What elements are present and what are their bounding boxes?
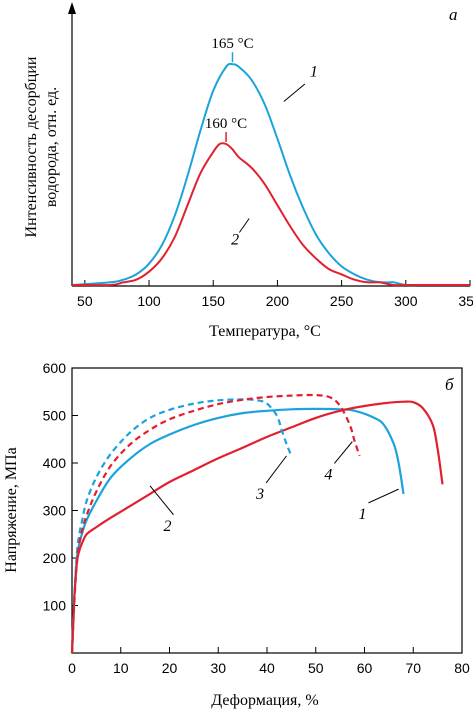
panel-b-y-tick-label: 600 xyxy=(43,360,67,376)
panel-a-x-tick-label: 200 xyxy=(266,293,290,309)
panel-b-series-label: 2 xyxy=(164,518,172,535)
panel-b-y-tick-label: 100 xyxy=(43,598,67,614)
panel-a-series-label: 1 xyxy=(310,63,318,80)
panel-b-x-tick-label: 50 xyxy=(308,660,324,676)
panel-a-x-tick-label: 50 xyxy=(77,293,93,309)
panel-a-series-line-1 xyxy=(71,62,470,287)
panel-a-series-label: 2 xyxy=(231,232,239,249)
panel-b-y-label: Напряжение, МПа xyxy=(3,447,20,572)
panel-b-x-tick-label: 20 xyxy=(162,660,178,676)
panel-b-x-tick-label: 30 xyxy=(210,660,226,676)
panel-b-x-tick-label: 10 xyxy=(113,660,129,676)
panel-a-peak-label: 165 °С xyxy=(211,36,253,52)
panel-a-y-label-line1: Интенсивность десорбции xyxy=(23,56,40,237)
panel-b-series-line-3 xyxy=(70,398,293,654)
panel-b-series-label: 1 xyxy=(359,506,367,523)
panel-b-x-tick-label: 80 xyxy=(454,660,470,676)
panel-b-x-tick-label: 60 xyxy=(357,660,373,676)
panel-b-x-tick-label: 0 xyxy=(68,660,76,676)
panel-b-series-line-2 xyxy=(70,400,444,654)
panel-b: 0 10 20 30 40 50 60 70 80 100 200 300 400 500 600 1 2 3 4… xyxy=(3,360,470,709)
panel-a-y-label-line2: водорода, отн. ед. xyxy=(43,87,60,207)
panel-a: 50 100 150 200 250 300 350 165 °С 160 °С 1 2 а Те… xyxy=(23,2,473,340)
panel-b-x-label: Деформация, % xyxy=(211,692,318,709)
panel-a-series-label-leader xyxy=(238,218,250,233)
panel-b-series-label: 3 xyxy=(255,486,264,503)
panel-a-x-tick-label: 250 xyxy=(330,293,354,309)
panel-a-label: а xyxy=(449,5,458,24)
panel-b-series-label-leader xyxy=(265,455,287,484)
panel-a-series-label-leader xyxy=(283,83,306,102)
panel-a-x-tick-label: 150 xyxy=(202,293,226,309)
panel-b-x-tick-label: 40 xyxy=(259,660,275,676)
panel-a-x-tick-label: 100 xyxy=(137,293,161,309)
panel-b-series-label-leader xyxy=(149,485,174,516)
panel-b-series-line-4 xyxy=(70,393,361,654)
panel-b-y-tick-label: 200 xyxy=(43,550,67,566)
panel-b-series-label-leader xyxy=(368,488,399,504)
panel-b-series-label-leader xyxy=(333,441,353,464)
panel-a-y-arrow xyxy=(68,2,76,14)
panel-b-annotations: 1 2 3 4 xyxy=(149,441,399,535)
panel-a-x-ticks: 50 100 150 200 250 300 350 xyxy=(77,280,473,309)
panel-a-peak-label: 160 °С xyxy=(205,116,247,132)
panel-b-ticks: 0 10 20 30 40 50 60 70 80 100 200 300 400 500 600 xyxy=(43,360,470,676)
panel-a-x-label: Температура, °С xyxy=(209,323,321,340)
panel-b-x-tick-label: 70 xyxy=(405,660,421,676)
panel-b-label: б xyxy=(445,375,454,394)
panel-a-series xyxy=(71,62,470,287)
panel-b-series-label: 4 xyxy=(324,466,332,483)
panel-b-series xyxy=(70,393,444,654)
panel-a-x-tick-label: 300 xyxy=(394,293,418,309)
panel-b-y-tick-label: 400 xyxy=(43,455,67,471)
panel-a-x-tick-label: 350 xyxy=(458,293,473,309)
panel-a-annotations: 165 °С 160 °С 1 2 xyxy=(205,36,318,248)
panel-a-series-line-2 xyxy=(71,142,470,287)
panel-b-y-tick-label: 500 xyxy=(43,408,67,424)
panel-b-y-tick-label: 300 xyxy=(43,503,67,519)
panel-b-series-line-1 xyxy=(70,407,405,654)
